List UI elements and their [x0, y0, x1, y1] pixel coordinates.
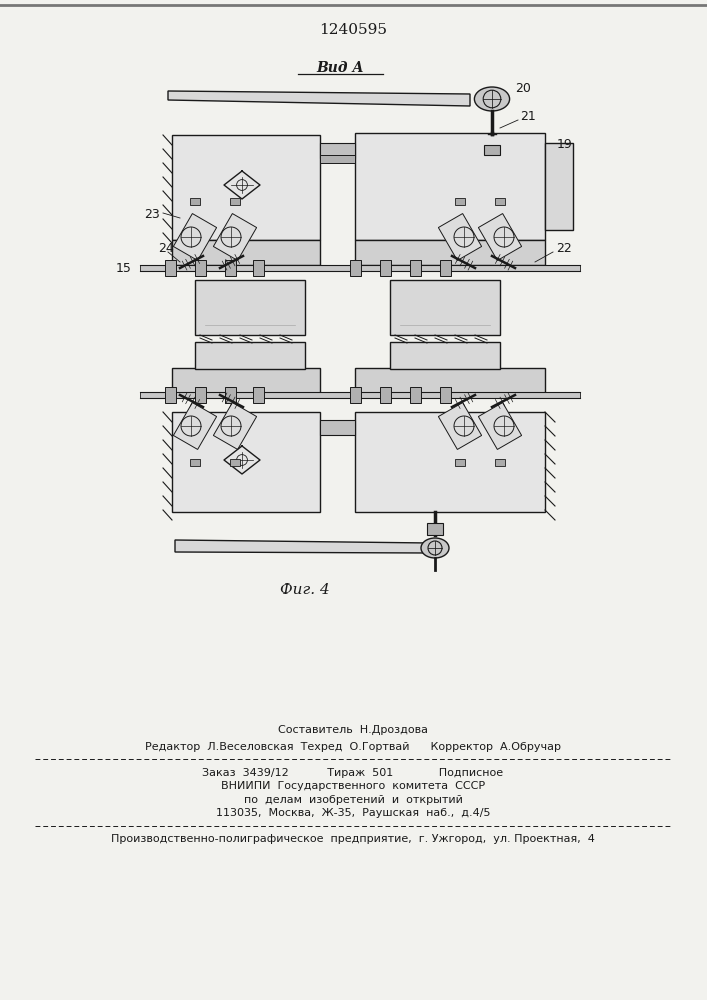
Bar	[355, 412, 545, 512]
Ellipse shape	[474, 87, 510, 111]
Bar	[380, 260, 391, 276]
Polygon shape	[479, 403, 522, 449]
Bar	[140, 392, 580, 398]
Bar	[225, 260, 236, 276]
Bar	[190, 459, 200, 466]
Text: 23: 23	[144, 209, 160, 222]
Bar	[355, 368, 545, 393]
Bar	[410, 260, 421, 276]
Bar	[195, 260, 206, 276]
Polygon shape	[173, 214, 216, 260]
Text: 1240595: 1240595	[319, 23, 387, 37]
Ellipse shape	[421, 538, 449, 558]
Text: по  делам  изобретений  и  открытий: по делам изобретений и открытий	[244, 795, 462, 805]
Bar	[165, 260, 176, 276]
Text: 21: 21	[520, 110, 536, 123]
Bar	[484, 145, 500, 155]
Polygon shape	[168, 91, 470, 106]
Text: Редактор  Л.Веселовская  Техред  О.Гортвай      Корректор  А.Обручар: Редактор Л.Веселовская Техред О.Гортвай …	[145, 742, 561, 752]
Bar	[495, 198, 505, 205]
Text: 15: 15	[116, 261, 132, 274]
Bar	[320, 155, 355, 163]
Bar	[355, 133, 545, 240]
Polygon shape	[438, 403, 481, 449]
Bar	[390, 280, 500, 335]
Polygon shape	[214, 214, 257, 260]
Polygon shape	[214, 403, 257, 449]
Bar	[440, 260, 451, 276]
Bar	[195, 387, 206, 403]
Bar	[195, 342, 305, 369]
Bar	[320, 420, 355, 435]
Bar	[172, 368, 320, 393]
Polygon shape	[479, 214, 522, 260]
Bar	[455, 198, 465, 205]
Text: 24: 24	[158, 241, 174, 254]
Text: Заказ  3439/12           Тираж  501             Подписное: Заказ 3439/12 Тираж 501 Подписное	[202, 768, 503, 778]
Text: Вид А: Вид А	[316, 61, 364, 75]
Bar	[410, 387, 421, 403]
Text: Фиг. 4: Фиг. 4	[280, 583, 330, 597]
Bar	[390, 342, 500, 369]
Bar	[440, 387, 451, 403]
Bar	[190, 198, 200, 205]
Bar	[165, 387, 176, 403]
Bar	[140, 265, 580, 271]
Bar	[172, 135, 320, 240]
Text: Составитель  Н.Дроздова: Составитель Н.Дроздова	[278, 725, 428, 735]
Text: Производственно-полиграфическое  предприятие,  г. Ужгород,  ул. Проектная,  4: Производственно-полиграфическое предприя…	[111, 834, 595, 844]
Bar	[380, 387, 391, 403]
Bar	[253, 260, 264, 276]
Polygon shape	[173, 403, 216, 449]
Bar	[253, 387, 264, 403]
Bar	[455, 459, 465, 466]
Bar	[545, 143, 573, 230]
Bar	[172, 412, 320, 512]
Bar	[225, 387, 236, 403]
Bar	[172, 240, 320, 265]
Bar	[427, 523, 443, 535]
Text: 22: 22	[556, 241, 572, 254]
Bar	[355, 240, 545, 265]
Bar	[230, 459, 240, 466]
Text: 20: 20	[515, 82, 531, 95]
Text: 19: 19	[557, 138, 573, 151]
Polygon shape	[175, 540, 430, 553]
Bar	[495, 459, 505, 466]
Text: ВНИИПИ  Государственного  комитета  СССР: ВНИИПИ Государственного комитета СССР	[221, 781, 485, 791]
Bar	[230, 198, 240, 205]
Bar	[320, 143, 355, 158]
Bar	[350, 260, 361, 276]
Polygon shape	[438, 214, 481, 260]
Bar	[350, 387, 361, 403]
Bar	[195, 280, 305, 335]
Text: 113035,  Москва,  Ж-35,  Раушская  наб.,  д.4/5: 113035, Москва, Ж-35, Раушская наб., д.4…	[216, 808, 490, 818]
